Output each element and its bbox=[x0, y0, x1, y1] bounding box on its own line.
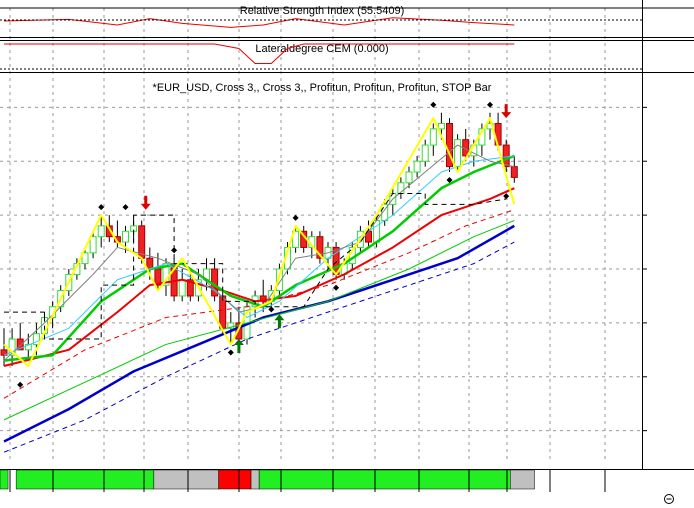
signal-arrow bbox=[233, 339, 244, 354]
cem-line bbox=[4, 43, 515, 64]
regime-segment bbox=[218, 469, 252, 490]
candle-body bbox=[219, 295, 227, 329]
candle-body bbox=[97, 225, 105, 238]
candle-body bbox=[186, 279, 194, 297]
swing-point-marker bbox=[98, 204, 105, 211]
signal-arrow bbox=[501, 104, 512, 119]
chart-title: *EUR_USD, Cross 3,, Cross 3,, Profitun, … bbox=[153, 82, 492, 94]
regime-band bbox=[0, 469, 694, 490]
zigzag-line bbox=[3, 117, 516, 367]
candle-body bbox=[32, 333, 40, 345]
candle-body bbox=[24, 343, 32, 351]
rsi-panel: Relative Strength Index (55.5409) bbox=[0, 5, 694, 38]
swing-point-marker bbox=[122, 204, 129, 211]
candle-body bbox=[275, 268, 283, 292]
swing-point-marker bbox=[503, 193, 510, 200]
indicator-line bbox=[3, 155, 515, 356]
candle-body bbox=[421, 144, 429, 162]
axes bbox=[9, 0, 647, 492]
rsi-line bbox=[3, 17, 515, 28]
grid-lines bbox=[0, 8, 642, 463]
swing-point-marker bbox=[17, 381, 24, 388]
rsi-label: Relative Strength Index (55.5409) bbox=[240, 5, 405, 17]
regime-segment bbox=[258, 469, 511, 490]
swing-point-marker bbox=[268, 306, 275, 313]
indicator-line bbox=[3, 209, 515, 399]
candle-body bbox=[227, 322, 235, 329]
regime-segment bbox=[0, 469, 9, 490]
candle-body bbox=[292, 230, 300, 248]
candle-body bbox=[178, 279, 186, 297]
swing-point-marker bbox=[171, 247, 178, 254]
swing-point-marker bbox=[487, 101, 493, 108]
indicator-line bbox=[3, 241, 515, 453]
candle-body bbox=[89, 236, 97, 254]
indicator-line bbox=[3, 224, 515, 443]
indicator-line bbox=[3, 144, 515, 361]
regime-segment bbox=[15, 469, 155, 490]
candle-body bbox=[81, 252, 89, 265]
candle-body bbox=[437, 123, 445, 130]
regime-segment bbox=[153, 469, 219, 490]
candle-body bbox=[16, 338, 24, 351]
swing-point-marker bbox=[333, 284, 340, 291]
candle-body bbox=[105, 225, 113, 238]
signal-arrow bbox=[140, 195, 151, 210]
swing-point-marker bbox=[292, 214, 299, 221]
cem-label: Lateraldegree CEM (0.000) bbox=[255, 43, 388, 55]
regime-segment bbox=[250, 469, 260, 490]
candle-body bbox=[454, 139, 462, 168]
candle-body bbox=[122, 230, 129, 243]
cem-panel: Lateraldegree CEM (0.000) bbox=[0, 40, 694, 73]
regime-segment bbox=[510, 469, 535, 490]
candle-body bbox=[502, 144, 510, 168]
swing-point-marker bbox=[446, 177, 453, 183]
candle-body bbox=[316, 236, 324, 259]
candle-body bbox=[405, 171, 413, 184]
candle-body bbox=[146, 257, 154, 270]
price-panel: *EUR_USD, Cross 3,, Cross 3,, Profitun, … bbox=[0, 82, 518, 453]
indicator-line bbox=[3, 220, 515, 421]
signal-arrow bbox=[274, 314, 285, 329]
candle-body bbox=[429, 128, 437, 146]
candle-body bbox=[154, 268, 162, 286]
candle-body bbox=[510, 166, 518, 178]
swing-point-marker bbox=[227, 349, 234, 356]
zoom-icon[interactable] bbox=[664, 494, 674, 504]
candle-body bbox=[259, 295, 267, 302]
candle-body bbox=[413, 160, 421, 173]
candle-body bbox=[8, 338, 16, 356]
swing-point-marker bbox=[430, 101, 437, 108]
